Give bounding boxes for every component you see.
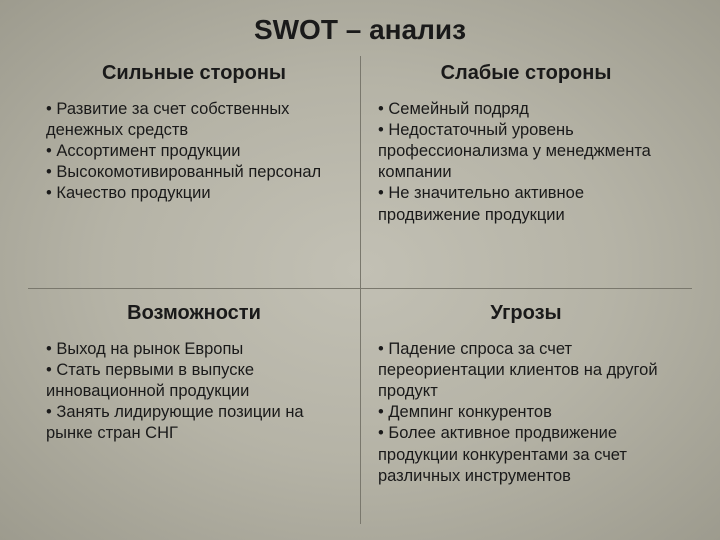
list-item: • Семейный подряд (378, 99, 674, 120)
list-item: • Ассортимент продукции (46, 141, 342, 162)
list-item: • Демпинг конкурентов (378, 402, 674, 423)
list-item: • Недостаточный уровень профессионализма… (378, 120, 674, 183)
threats-list: • Падение спроса за счет переориентации … (378, 339, 674, 487)
list-item: • Занять лидирующие позиции на рынке стр… (46, 402, 342, 444)
quadrant-weaknesses: Слабые стороны • Семейный подряд• Недост… (360, 56, 692, 226)
quadrant-opportunities: Возможности • Выход на рынок Европы• Ста… (28, 288, 360, 445)
list-item: • Развитие за счет собственных денежных … (46, 99, 342, 141)
list-item: • Не значительно активное продвижение пр… (378, 183, 674, 225)
weaknesses-list: • Семейный подряд• Недостаточный уровень… (378, 99, 674, 226)
threats-heading: Угрозы (378, 302, 674, 325)
quadrant-strengths: Сильные стороны • Развитие за счет собст… (28, 56, 360, 205)
weaknesses-heading: Слабые стороны (378, 62, 674, 85)
strengths-list: • Развитие за счет собственных денежных … (46, 99, 342, 205)
list-item: • Качество продукции (46, 183, 342, 204)
opportunities-list: • Выход на рынок Европы• Стать первыми в… (46, 339, 342, 445)
list-item: • Высокомотивированный персонал (46, 162, 342, 183)
quadrant-threats: Угрозы • Падение спроса за счет переорие… (360, 288, 692, 487)
list-item: • Выход на рынок Европы (46, 339, 342, 360)
list-item: • Падение спроса за счет переориентации … (378, 339, 674, 402)
list-item: • Стать первыми в выпуске инновационной … (46, 360, 342, 402)
swot-grid: Сильные стороны • Развитие за счет собст… (28, 56, 692, 524)
strengths-heading: Сильные стороны (46, 62, 342, 85)
list-item: • Более активное продвижение продукции к… (378, 423, 674, 486)
opportunities-heading: Возможности (46, 302, 342, 325)
slide-title: SWOT – анализ (0, 0, 720, 56)
